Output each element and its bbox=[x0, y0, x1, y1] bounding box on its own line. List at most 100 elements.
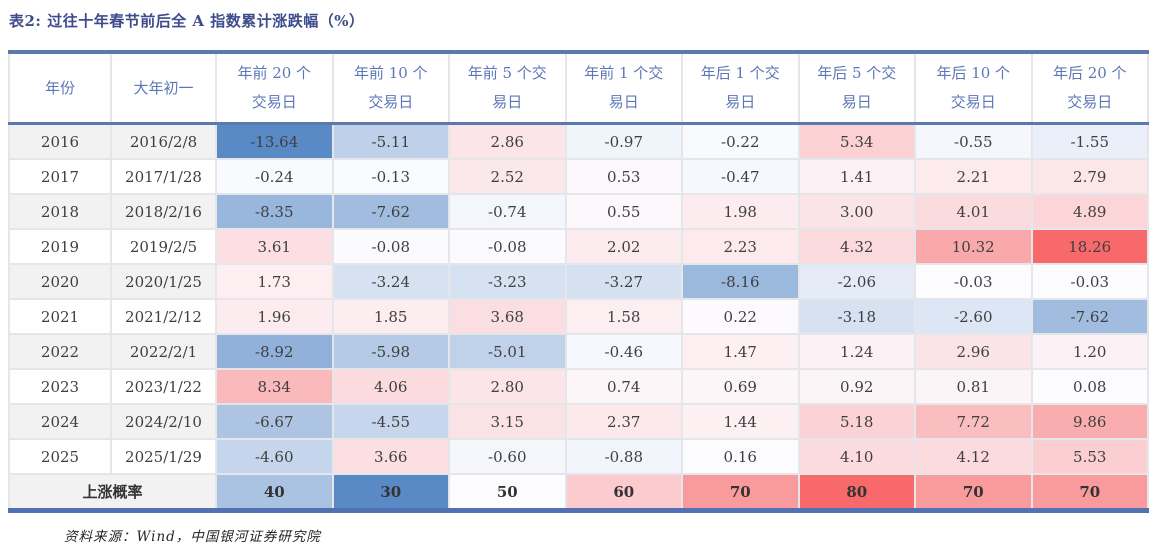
value-cell: -0.46 bbox=[564, 333, 683, 370]
value-cell: 10.32 bbox=[914, 228, 1033, 265]
value-cell: 3.15 bbox=[448, 403, 567, 440]
value-cell: 3.66 bbox=[331, 438, 450, 475]
column-header-6: 年后 1 个交 易日 bbox=[681, 51, 800, 125]
column-header-9: 年后 20 个 交易日 bbox=[1030, 51, 1149, 125]
value-cell: 0.81 bbox=[914, 368, 1033, 405]
value-cell: 0.92 bbox=[797, 368, 916, 405]
value-cell: -8.35 bbox=[215, 193, 334, 230]
value-cell: -3.24 bbox=[331, 263, 450, 300]
date-cell: 2017/1/28 bbox=[110, 158, 217, 195]
value-cell: 7.72 bbox=[914, 403, 1033, 440]
value-cell: -8.92 bbox=[215, 333, 334, 370]
value-cell: -0.55 bbox=[914, 122, 1033, 160]
date-cell: 2025/1/29 bbox=[110, 438, 217, 475]
value-cell: 0.08 bbox=[1030, 368, 1149, 405]
table-header: 年份 大年初一 年前 20 个 交易日 年前 10 个 交易日 年前 5 个交 易日 年前… bbox=[8, 51, 1149, 125]
table-row-2019: 2019 2019/2/5 3.61 -0.08 -0.08 2.02 2.23 4.32 10… bbox=[8, 228, 1149, 265]
summary-row: 上涨概率 40 30 50 60 70 80 70 70 bbox=[8, 473, 1149, 513]
year-cell: 2025 bbox=[8, 438, 112, 475]
value-cell: 1.98 bbox=[681, 193, 800, 230]
summary-label: 上涨概率 bbox=[8, 473, 217, 513]
value-cell: -0.24 bbox=[215, 158, 334, 195]
value-cell: 4.12 bbox=[914, 438, 1033, 475]
year-cell: 2017 bbox=[8, 158, 112, 195]
value-cell: -3.18 bbox=[797, 298, 916, 335]
year-cell: 2018 bbox=[8, 193, 112, 230]
column-header-3: 年前 10 个 交易日 bbox=[331, 51, 450, 125]
header-row: 年份 大年初一 年前 20 个 交易日 年前 10 个 交易日 年前 5 个交 易日 年前… bbox=[8, 51, 1149, 125]
date-cell: 2019/2/5 bbox=[110, 228, 217, 265]
year-cell: 2020 bbox=[8, 263, 112, 300]
value-cell: -4.60 bbox=[215, 438, 334, 475]
column-header-8: 年后 10 个 交易日 bbox=[914, 51, 1033, 125]
value-cell: 1.24 bbox=[797, 333, 916, 370]
value-cell: 3.00 bbox=[797, 193, 916, 230]
year-cell: 2019 bbox=[8, 228, 112, 265]
value-cell: 18.26 bbox=[1030, 228, 1149, 265]
value-cell: -0.22 bbox=[681, 122, 800, 160]
date-cell: 2016/2/8 bbox=[110, 122, 217, 160]
value-cell: -5.11 bbox=[331, 122, 450, 160]
value-cell: -2.06 bbox=[797, 263, 916, 300]
value-cell: 1.44 bbox=[681, 403, 800, 440]
date-cell: 2023/1/22 bbox=[110, 368, 217, 405]
date-cell: 2021/2/12 bbox=[110, 298, 217, 335]
value-cell: 3.68 bbox=[448, 298, 567, 335]
value-cell: 8.34 bbox=[215, 368, 334, 405]
value-cell: -7.62 bbox=[331, 193, 450, 230]
probability-cell: 70 bbox=[1030, 473, 1149, 513]
value-cell: -5.98 bbox=[331, 333, 450, 370]
table-row-2016: 2016 2016/2/8 -13.64 -5.11 2.86 -0.97 -0.22 5.3… bbox=[8, 122, 1149, 160]
date-cell: 2024/2/10 bbox=[110, 403, 217, 440]
value-cell: 1.20 bbox=[1030, 333, 1149, 370]
value-cell: 9.86 bbox=[1030, 403, 1149, 440]
year-cell: 2022 bbox=[8, 333, 112, 370]
value-cell: -8.16 bbox=[681, 263, 800, 300]
value-cell: 1.73 bbox=[215, 263, 334, 300]
value-cell: -7.62 bbox=[1030, 298, 1149, 335]
table-row-2022: 2022 2022/2/1 -8.92 -5.98 -5.01 -0.46 1.47 1.24… bbox=[8, 333, 1149, 370]
value-cell: 0.74 bbox=[564, 368, 683, 405]
probability-cell: 30 bbox=[331, 473, 450, 513]
value-cell: 2.23 bbox=[681, 228, 800, 265]
value-cell: -0.08 bbox=[448, 228, 567, 265]
value-cell: 1.58 bbox=[564, 298, 683, 335]
value-cell: 2.52 bbox=[448, 158, 567, 195]
value-cell: -2.60 bbox=[914, 298, 1033, 335]
column-header-4: 年前 5 个交 易日 bbox=[448, 51, 567, 125]
value-cell: 4.10 bbox=[797, 438, 916, 475]
value-cell: 1.47 bbox=[681, 333, 800, 370]
column-header-5: 年前 1 个交 易日 bbox=[564, 51, 683, 125]
table-row-2023: 2023 2023/1/22 8.34 4.06 2.80 0.74 0.69 0.92 0.8… bbox=[8, 368, 1149, 405]
value-cell: 5.18 bbox=[797, 403, 916, 440]
column-header-2: 年前 20 个 交易日 bbox=[215, 51, 334, 125]
table-row-2020: 2020 2020/1/25 1.73 -3.24 -3.23 -3.27 -8.16 -2.… bbox=[8, 263, 1149, 300]
value-cell: -0.08 bbox=[331, 228, 450, 265]
value-cell: -0.47 bbox=[681, 158, 800, 195]
value-cell: -5.01 bbox=[448, 333, 567, 370]
column-header-1: 大年初一 bbox=[110, 51, 217, 125]
value-cell: 1.41 bbox=[797, 158, 916, 195]
value-cell: 2.21 bbox=[914, 158, 1033, 195]
probability-cell: 70 bbox=[914, 473, 1033, 513]
value-cell: 4.32 bbox=[797, 228, 916, 265]
year-cell: 2021 bbox=[8, 298, 112, 335]
value-cell: -4.55 bbox=[331, 403, 450, 440]
value-cell: -0.03 bbox=[914, 263, 1033, 300]
value-cell: -0.13 bbox=[331, 158, 450, 195]
value-cell: 1.85 bbox=[331, 298, 450, 335]
value-cell: 2.79 bbox=[1030, 158, 1149, 195]
column-header-7: 年后 5 个交 易日 bbox=[797, 51, 916, 125]
cny-returns-table: 年份 大年初一 年前 20 个 交易日 年前 10 个 交易日 年前 5 个交 易日 年前… bbox=[8, 50, 1149, 513]
date-cell: 2020/1/25 bbox=[110, 263, 217, 300]
value-cell: -0.97 bbox=[564, 122, 683, 160]
value-cell: 2.80 bbox=[448, 368, 567, 405]
table-row-2024: 2024 2024/2/10 -6.67 -4.55 3.15 2.37 1.44 5.18 7… bbox=[8, 403, 1149, 440]
value-cell: 4.06 bbox=[331, 368, 450, 405]
value-cell: -3.23 bbox=[448, 263, 567, 300]
probability-cell: 50 bbox=[448, 473, 567, 513]
value-cell: 4.01 bbox=[914, 193, 1033, 230]
value-cell: -3.27 bbox=[564, 263, 683, 300]
year-cell: 2016 bbox=[8, 122, 112, 160]
value-cell: -1.55 bbox=[1030, 122, 1149, 160]
